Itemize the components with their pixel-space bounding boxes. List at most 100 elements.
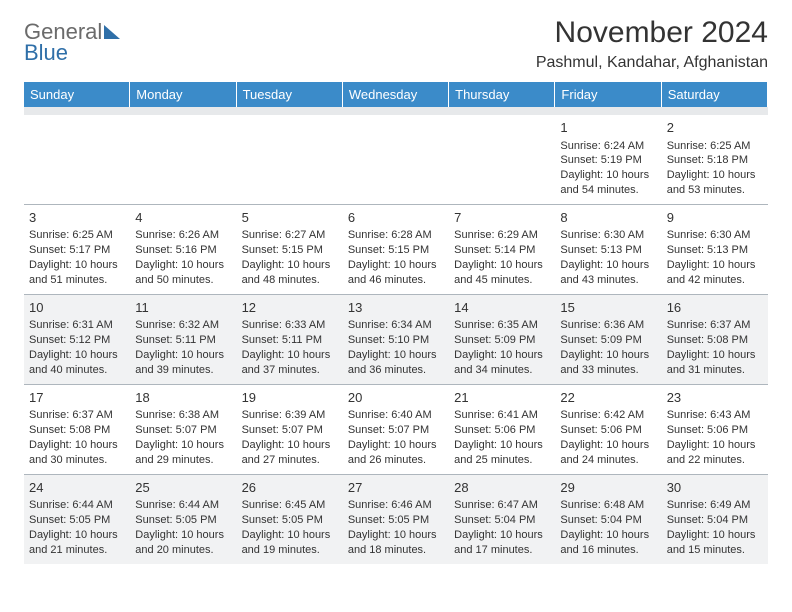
calendar-cell: 6Sunrise: 6:28 AMSunset: 5:15 PMDaylight… — [343, 204, 449, 294]
day-number: 24 — [29, 479, 125, 497]
sunrise-text: Sunrise: 6:37 AM — [29, 408, 125, 423]
sunrise-text: Sunrise: 6:39 AM — [242, 408, 338, 423]
sunset-text: Sunset: 5:05 PM — [29, 513, 125, 528]
sunrise-text: Sunrise: 6:25 AM — [29, 228, 125, 243]
calendar-cell: 1Sunrise: 6:24 AMSunset: 5:19 PMDaylight… — [555, 115, 661, 204]
daylight-text: Daylight: 10 hours and 33 minutes. — [560, 348, 656, 378]
weekday-header: Thursday — [449, 82, 555, 107]
daylight-text: Daylight: 10 hours and 27 minutes. — [242, 438, 338, 468]
daylight-text: Daylight: 10 hours and 34 minutes. — [454, 348, 550, 378]
daylight-text: Daylight: 10 hours and 46 minutes. — [348, 258, 444, 288]
day-number: 7 — [454, 209, 550, 227]
daylight-text: Daylight: 10 hours and 45 minutes. — [454, 258, 550, 288]
sunset-text: Sunset: 5:13 PM — [560, 243, 656, 258]
sunrise-text: Sunrise: 6:29 AM — [454, 228, 550, 243]
day-number: 9 — [667, 209, 763, 227]
daylight-text: Daylight: 10 hours and 22 minutes. — [667, 438, 763, 468]
daylight-text: Daylight: 10 hours and 16 minutes. — [560, 528, 656, 558]
sunset-text: Sunset: 5:06 PM — [560, 423, 656, 438]
daylight-text: Daylight: 10 hours and 31 minutes. — [667, 348, 763, 378]
day-number: 28 — [454, 479, 550, 497]
calendar-cell: 13Sunrise: 6:34 AMSunset: 5:10 PMDayligh… — [343, 294, 449, 384]
brand-line2: Blue — [24, 40, 68, 65]
daylight-text: Daylight: 10 hours and 39 minutes. — [135, 348, 231, 378]
daylight-text: Daylight: 10 hours and 15 minutes. — [667, 528, 763, 558]
day-number: 14 — [454, 299, 550, 317]
sunrise-text: Sunrise: 6:47 AM — [454, 498, 550, 513]
calendar-cell: 14Sunrise: 6:35 AMSunset: 5:09 PMDayligh… — [449, 294, 555, 384]
sunset-text: Sunset: 5:04 PM — [560, 513, 656, 528]
daylight-text: Daylight: 10 hours and 18 minutes. — [348, 528, 444, 558]
sunrise-text: Sunrise: 6:45 AM — [242, 498, 338, 513]
calendar-cell — [24, 115, 130, 204]
daylight-text: Daylight: 10 hours and 48 minutes. — [242, 258, 338, 288]
sunrise-text: Sunrise: 6:41 AM — [454, 408, 550, 423]
sunset-text: Sunset: 5:07 PM — [135, 423, 231, 438]
weekday-header: Friday — [555, 82, 661, 107]
weekday-header: Tuesday — [237, 82, 343, 107]
sunrise-text: Sunrise: 6:43 AM — [667, 408, 763, 423]
day-number: 10 — [29, 299, 125, 317]
daylight-text: Daylight: 10 hours and 20 minutes. — [135, 528, 231, 558]
day-number: 15 — [560, 299, 656, 317]
daylight-text: Daylight: 10 hours and 51 minutes. — [29, 258, 125, 288]
calendar-cell: 8Sunrise: 6:30 AMSunset: 5:13 PMDaylight… — [555, 204, 661, 294]
sunrise-text: Sunrise: 6:49 AM — [667, 498, 763, 513]
header-spacer — [130, 107, 236, 115]
sunrise-text: Sunrise: 6:35 AM — [454, 318, 550, 333]
sunset-text: Sunset: 5:04 PM — [454, 513, 550, 528]
calendar-cell: 10Sunrise: 6:31 AMSunset: 5:12 PMDayligh… — [24, 294, 130, 384]
calendar-cell — [130, 115, 236, 204]
header-spacer — [662, 107, 768, 115]
calendar-cell: 3Sunrise: 6:25 AMSunset: 5:17 PMDaylight… — [24, 204, 130, 294]
calendar-cell — [449, 115, 555, 204]
sunset-text: Sunset: 5:16 PM — [135, 243, 231, 258]
header-spacer — [555, 107, 661, 115]
sunset-text: Sunset: 5:19 PM — [560, 153, 656, 168]
daylight-text: Daylight: 10 hours and 19 minutes. — [242, 528, 338, 558]
daylight-text: Daylight: 10 hours and 21 minutes. — [29, 528, 125, 558]
sunset-text: Sunset: 5:15 PM — [348, 243, 444, 258]
sunrise-text: Sunrise: 6:42 AM — [560, 408, 656, 423]
daylight-text: Daylight: 10 hours and 25 minutes. — [454, 438, 550, 468]
calendar-cell: 9Sunrise: 6:30 AMSunset: 5:13 PMDaylight… — [662, 204, 768, 294]
calendar-cell: 18Sunrise: 6:38 AMSunset: 5:07 PMDayligh… — [130, 384, 236, 474]
calendar-cell: 25Sunrise: 6:44 AMSunset: 5:05 PMDayligh… — [130, 474, 236, 564]
weekday-header: Wednesday — [343, 82, 449, 107]
calendar-cell — [237, 115, 343, 204]
day-number: 5 — [242, 209, 338, 227]
day-number: 16 — [667, 299, 763, 317]
calendar-cell: 26Sunrise: 6:45 AMSunset: 5:05 PMDayligh… — [237, 474, 343, 564]
daylight-text: Daylight: 10 hours and 54 minutes. — [560, 168, 656, 198]
sunset-text: Sunset: 5:10 PM — [348, 333, 444, 348]
day-number: 25 — [135, 479, 231, 497]
day-number: 8 — [560, 209, 656, 227]
calendar-cell: 30Sunrise: 6:49 AMSunset: 5:04 PMDayligh… — [662, 474, 768, 564]
sunset-text: Sunset: 5:15 PM — [242, 243, 338, 258]
sunset-text: Sunset: 5:09 PM — [454, 333, 550, 348]
calendar-cell: 24Sunrise: 6:44 AMSunset: 5:05 PMDayligh… — [24, 474, 130, 564]
sunset-text: Sunset: 5:05 PM — [135, 513, 231, 528]
weekday-header: Monday — [130, 82, 236, 107]
day-number: 19 — [242, 389, 338, 407]
calendar-grid: SundayMondayTuesdayWednesdayThursdayFrid… — [24, 82, 768, 564]
calendar-cell: 7Sunrise: 6:29 AMSunset: 5:14 PMDaylight… — [449, 204, 555, 294]
calendar-cell: 20Sunrise: 6:40 AMSunset: 5:07 PMDayligh… — [343, 384, 449, 474]
title-block: November 2024 Pashmul, Kandahar, Afghani… — [536, 16, 768, 72]
day-number: 21 — [454, 389, 550, 407]
calendar-cell: 17Sunrise: 6:37 AMSunset: 5:08 PMDayligh… — [24, 384, 130, 474]
calendar-cell: 5Sunrise: 6:27 AMSunset: 5:15 PMDaylight… — [237, 204, 343, 294]
sunset-text: Sunset: 5:07 PM — [242, 423, 338, 438]
day-number: 23 — [667, 389, 763, 407]
brand-triangle-icon — [104, 25, 120, 39]
sunset-text: Sunset: 5:18 PM — [667, 153, 763, 168]
calendar-cell: 21Sunrise: 6:41 AMSunset: 5:06 PMDayligh… — [449, 384, 555, 474]
weekday-header: Sunday — [24, 82, 130, 107]
sunset-text: Sunset: 5:08 PM — [29, 423, 125, 438]
calendar-cell: 4Sunrise: 6:26 AMSunset: 5:16 PMDaylight… — [130, 204, 236, 294]
daylight-text: Daylight: 10 hours and 42 minutes. — [667, 258, 763, 288]
sunset-text: Sunset: 5:04 PM — [667, 513, 763, 528]
daylight-text: Daylight: 10 hours and 24 minutes. — [560, 438, 656, 468]
day-number: 13 — [348, 299, 444, 317]
brand-logo: General Blue — [24, 16, 120, 64]
